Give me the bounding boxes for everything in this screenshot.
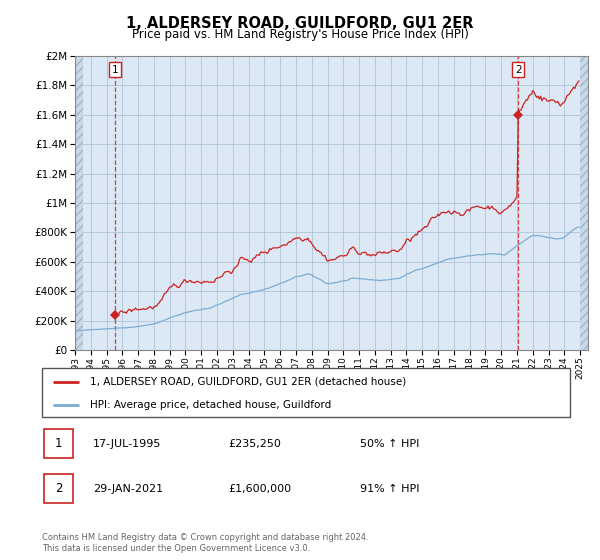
Text: 1: 1: [55, 437, 62, 450]
Text: 50% ↑ HPI: 50% ↑ HPI: [360, 439, 419, 449]
Text: 1, ALDERSEY ROAD, GUILDFORD, GU1 2ER: 1, ALDERSEY ROAD, GUILDFORD, GU1 2ER: [126, 16, 474, 31]
Text: £1,600,000: £1,600,000: [228, 484, 291, 493]
Text: HPI: Average price, detached house, Guildford: HPI: Average price, detached house, Guil…: [89, 400, 331, 410]
Text: £235,250: £235,250: [228, 439, 281, 449]
Bar: [580, 56, 588, 350]
Text: Contains HM Land Registry data © Crown copyright and database right 2024.
This d: Contains HM Land Registry data © Crown c…: [42, 533, 368, 553]
FancyBboxPatch shape: [44, 474, 73, 503]
Text: 2: 2: [55, 482, 62, 495]
Bar: [75, 56, 83, 350]
Text: 1, ALDERSEY ROAD, GUILDFORD, GU1 2ER (detached house): 1, ALDERSEY ROAD, GUILDFORD, GU1 2ER (de…: [89, 377, 406, 387]
FancyBboxPatch shape: [44, 429, 73, 458]
Text: Price paid vs. HM Land Registry's House Price Index (HPI): Price paid vs. HM Land Registry's House …: [131, 28, 469, 41]
Text: 91% ↑ HPI: 91% ↑ HPI: [360, 484, 419, 493]
Text: 1: 1: [112, 65, 118, 75]
Text: 17-JUL-1995: 17-JUL-1995: [93, 439, 161, 449]
FancyBboxPatch shape: [42, 368, 570, 417]
Text: 29-JAN-2021: 29-JAN-2021: [93, 484, 163, 493]
Text: 2: 2: [515, 65, 521, 75]
